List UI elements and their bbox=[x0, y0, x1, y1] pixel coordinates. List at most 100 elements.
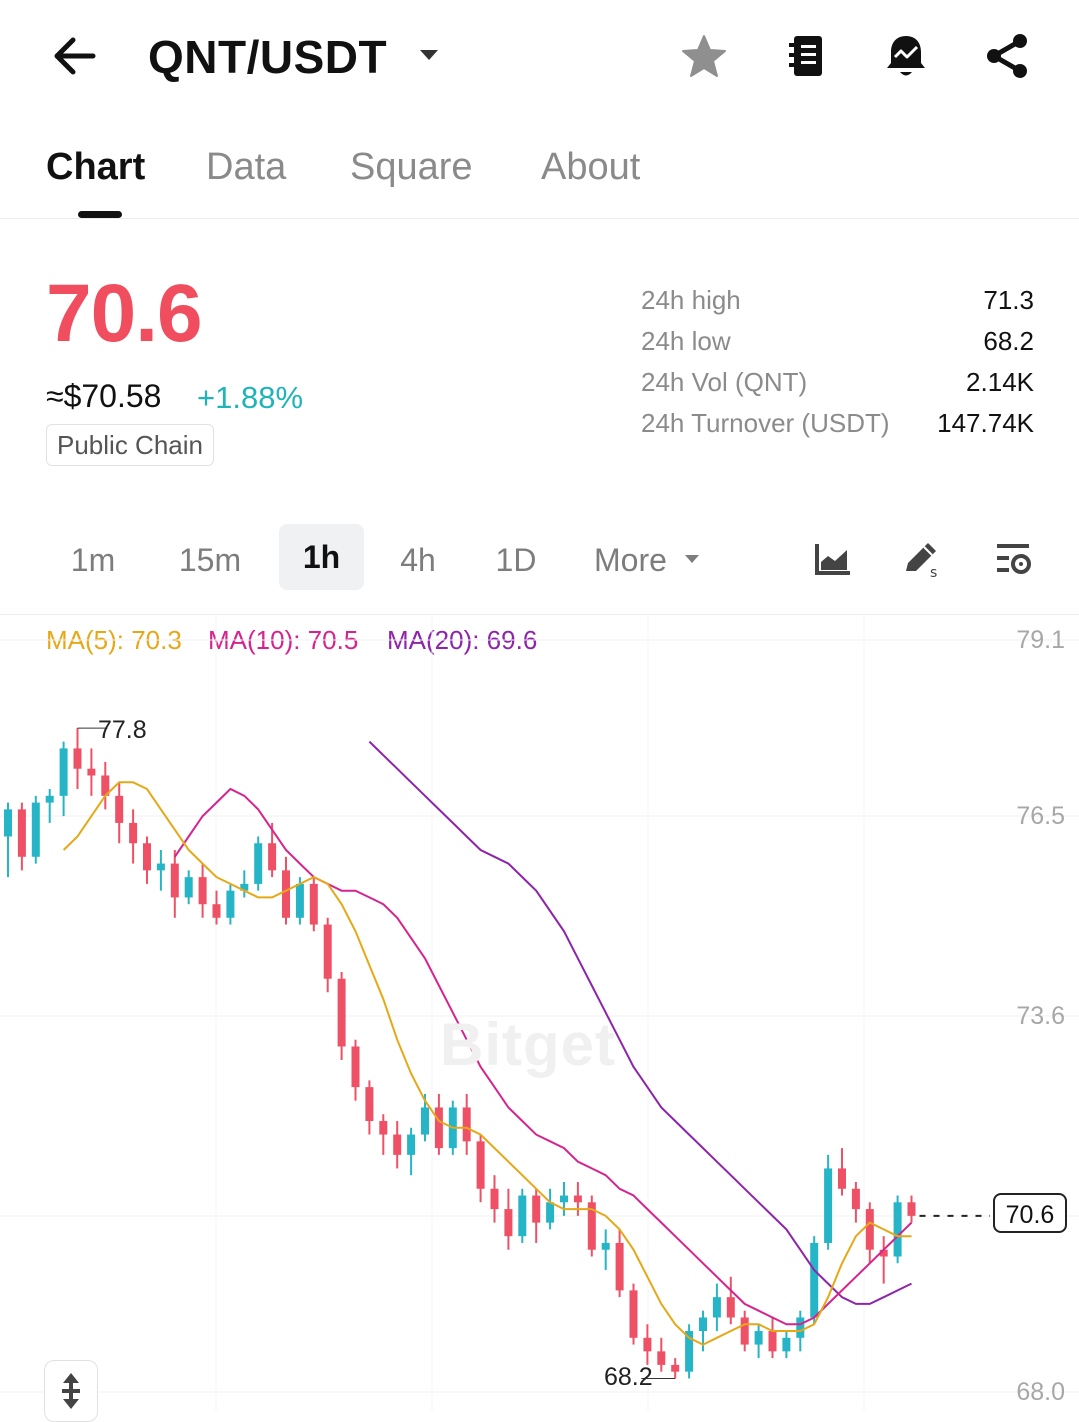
candle-down bbox=[212, 904, 221, 918]
interval-15m[interactable]: 15m bbox=[178, 542, 242, 578]
svg-text:s: s bbox=[930, 565, 937, 579]
interval-more[interactable]: More bbox=[594, 542, 667, 578]
candle-down bbox=[323, 924, 332, 979]
candle-down bbox=[365, 1087, 374, 1122]
stat-label-turnover: 24h Turnover (USDT) bbox=[641, 408, 890, 438]
y-axis-tick: 68.0 bbox=[1016, 1378, 1065, 1406]
indicator-chart-icon[interactable] bbox=[808, 534, 858, 584]
candle-down bbox=[615, 1242, 624, 1291]
candle-down bbox=[671, 1364, 680, 1372]
dropdown-caret-icon[interactable] bbox=[418, 48, 440, 67]
candle-down bbox=[434, 1107, 443, 1149]
back-arrow-icon[interactable] bbox=[44, 26, 104, 86]
price-change-percent: +1.88% bbox=[197, 380, 304, 415]
candle-up bbox=[810, 1242, 819, 1318]
candlestick-chart[interactable] bbox=[0, 616, 1079, 1411]
ma10-line bbox=[173, 787, 913, 1326]
candle-down bbox=[587, 1202, 596, 1250]
tab-divider bbox=[0, 218, 1079, 219]
candle-up bbox=[546, 1202, 555, 1223]
stat-label-low: 24h low bbox=[641, 326, 731, 356]
share-icon[interactable] bbox=[977, 26, 1037, 86]
candle-down bbox=[87, 768, 96, 776]
candle-down bbox=[115, 795, 124, 823]
candle-up bbox=[421, 1107, 429, 1135]
candle-up bbox=[407, 1134, 416, 1155]
candle-down bbox=[73, 748, 82, 769]
candle-down bbox=[476, 1141, 485, 1189]
candle-down bbox=[462, 1107, 471, 1142]
interval-4h[interactable]: 4h bbox=[400, 542, 436, 578]
candle-up bbox=[782, 1337, 791, 1352]
ma5-line bbox=[62, 781, 912, 1346]
watermark-logo: Bitget bbox=[440, 1011, 616, 1078]
more-caret-icon[interactable] bbox=[684, 552, 700, 570]
candle-up bbox=[184, 877, 193, 898]
notebook-icon[interactable] bbox=[776, 26, 836, 86]
stat-value-turnover: 147.74K bbox=[937, 408, 1034, 438]
star-icon[interactable] bbox=[674, 26, 734, 86]
candle-down bbox=[351, 1046, 360, 1088]
ma20-line bbox=[368, 740, 912, 1305]
candle-up bbox=[560, 1195, 568, 1203]
candle-down bbox=[393, 1134, 402, 1155]
y-axis-tick: 76.5 bbox=[1016, 802, 1065, 830]
stat-value-low: 68.2 bbox=[983, 326, 1034, 356]
y-axis-tick: 79.1 bbox=[1016, 626, 1065, 654]
vertical-scale-toggle-icon[interactable] bbox=[44, 1360, 98, 1422]
candle-up bbox=[254, 843, 263, 884]
interval-1h[interactable]: 1h bbox=[279, 524, 364, 590]
candle-down bbox=[379, 1121, 388, 1135]
candle-down bbox=[838, 1168, 846, 1189]
category-tag[interactable]: Public Chain bbox=[46, 424, 214, 466]
candle-up bbox=[45, 795, 54, 803]
candle-up bbox=[712, 1297, 721, 1318]
tab-square[interactable]: Square bbox=[350, 146, 473, 188]
last-price-tag[interactable]: 70.6 bbox=[993, 1193, 1067, 1233]
candle-down bbox=[643, 1337, 652, 1352]
candle-up bbox=[4, 809, 12, 837]
active-tab-indicator bbox=[78, 211, 122, 218]
candle-down bbox=[629, 1290, 638, 1338]
tab-data[interactable]: Data bbox=[206, 146, 287, 188]
chart-top-divider bbox=[0, 614, 1079, 615]
candle-up bbox=[824, 1168, 833, 1243]
candle-down bbox=[657, 1351, 666, 1365]
candle-down bbox=[170, 863, 179, 898]
candle-down bbox=[865, 1209, 874, 1250]
candle-up bbox=[699, 1317, 707, 1332]
candle-down bbox=[573, 1195, 582, 1203]
candle-down bbox=[768, 1331, 777, 1352]
candle-up bbox=[601, 1242, 610, 1250]
candle-up bbox=[295, 883, 304, 918]
tab-about[interactable]: About bbox=[541, 146, 641, 188]
stat-label-high: 24h high bbox=[641, 285, 741, 315]
high-marker-label: 77.8 bbox=[98, 716, 147, 744]
pair-title[interactable]: QNT/USDT bbox=[148, 31, 388, 83]
candle-down bbox=[504, 1209, 513, 1237]
candle-down bbox=[907, 1202, 916, 1216]
tab-chart[interactable]: Chart bbox=[46, 146, 146, 188]
candle-up bbox=[226, 890, 235, 918]
candle-up bbox=[796, 1317, 805, 1338]
candle-up bbox=[59, 748, 68, 796]
stat-value-vol: 2.14K bbox=[966, 367, 1034, 397]
candle-down bbox=[490, 1188, 499, 1210]
price-alert-bell-icon[interactable] bbox=[876, 26, 936, 86]
candle-down bbox=[337, 978, 346, 1047]
candle-down bbox=[309, 883, 318, 925]
chart-settings-icon[interactable] bbox=[988, 534, 1038, 584]
candle-down bbox=[101, 775, 110, 796]
candle-up bbox=[156, 863, 165, 871]
candle-down bbox=[532, 1195, 541, 1223]
y-axis-tick: 73.6 bbox=[1016, 1002, 1065, 1030]
last-price: 70.6 bbox=[46, 268, 203, 359]
candle-down bbox=[282, 870, 290, 918]
candle-down bbox=[268, 843, 277, 871]
candle-down bbox=[879, 1249, 888, 1257]
candle-down bbox=[198, 877, 207, 905]
drawing-tool-icon[interactable]: s bbox=[898, 534, 948, 584]
usd-equivalent: ≈$70.58 bbox=[46, 378, 162, 414]
interval-1d[interactable]: 1D bbox=[495, 542, 537, 578]
interval-1m[interactable]: 1m bbox=[70, 542, 116, 578]
